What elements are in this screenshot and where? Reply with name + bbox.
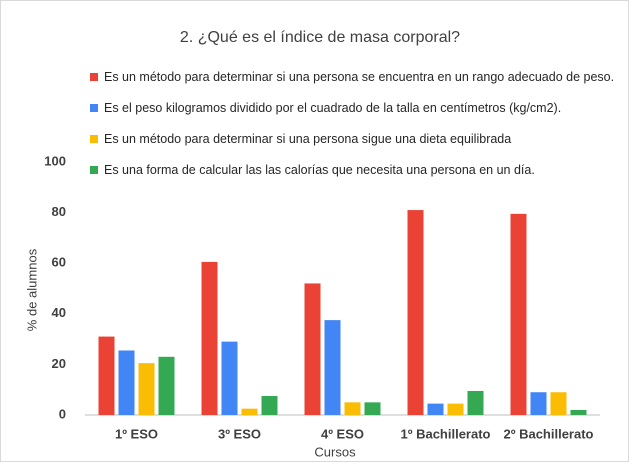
bar — [158, 356, 175, 415]
legend-label: Es una forma de calcular las las caloría… — [104, 163, 535, 177]
legend-label: Es el peso kilogramos dividido por el cu… — [104, 101, 562, 115]
x-tick-label: 1º ESO — [115, 426, 158, 441]
legend-swatch — [90, 166, 98, 174]
x-tick-label: 1º Bachillerato — [400, 426, 490, 441]
x-tick-label: 3º ESO — [218, 426, 261, 441]
bar — [364, 402, 381, 415]
legend-swatch — [90, 104, 98, 112]
bar — [241, 408, 258, 415]
x-tick-label: 2º Bachillerato — [503, 426, 593, 441]
legend-swatch — [90, 135, 98, 143]
bar — [530, 392, 547, 415]
bar — [324, 320, 341, 415]
y-axis-title: % de alumnos — [24, 248, 39, 331]
legend-item: Es el peso kilogramos dividido por el cu… — [90, 101, 629, 116]
bar — [467, 390, 484, 415]
legend-item: Es un método para determinar si una pers… — [90, 132, 629, 147]
bar — [447, 403, 464, 415]
y-tick-label: 0 — [59, 406, 66, 421]
bar — [118, 350, 135, 415]
legend-swatch — [90, 73, 98, 81]
chart-title: 2. ¿Qué es el índice de masa corporal? — [180, 29, 460, 46]
bar — [510, 213, 527, 415]
legend-label: Es un método para determinar si una pers… — [104, 132, 512, 146]
y-tick-label: 20 — [52, 356, 66, 371]
legend-label: Es un método para determinar si una pers… — [104, 70, 615, 84]
y-tick-label: 40 — [52, 305, 66, 320]
y-tick-label: 80 — [52, 204, 66, 219]
legend-item: Es una forma de calcular las las caloría… — [90, 163, 629, 178]
bar — [304, 283, 321, 415]
y-tick-label: 100 — [44, 153, 66, 168]
bar — [570, 409, 587, 415]
y-tick-label: 60 — [52, 255, 66, 270]
bar — [98, 336, 115, 415]
bar — [550, 392, 567, 415]
bar — [344, 402, 361, 415]
bar — [261, 396, 278, 415]
legend-item: Es un método para determinar si una pers… — [90, 70, 629, 85]
x-tick-label: 4º ESO — [321, 426, 364, 441]
bar — [427, 403, 444, 415]
x-axis-title: Cursos — [314, 444, 356, 459]
bar — [201, 261, 218, 415]
bar — [138, 363, 155, 415]
bar — [407, 210, 424, 415]
bar — [221, 341, 238, 415]
